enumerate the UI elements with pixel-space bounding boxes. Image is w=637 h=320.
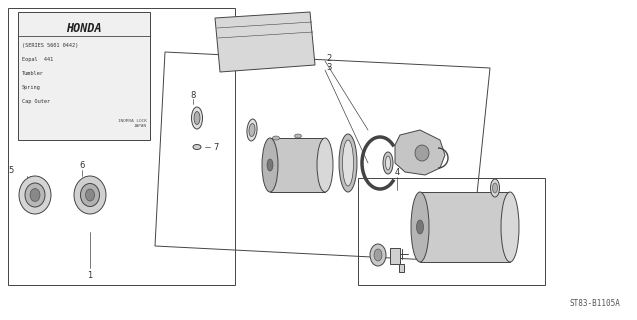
Ellipse shape: [370, 244, 386, 266]
Ellipse shape: [267, 159, 273, 171]
Ellipse shape: [294, 134, 301, 138]
Ellipse shape: [247, 119, 257, 141]
Ellipse shape: [262, 138, 278, 192]
Polygon shape: [399, 264, 404, 272]
Ellipse shape: [193, 145, 201, 149]
Text: 2: 2: [326, 53, 331, 62]
Text: 5: 5: [8, 165, 13, 174]
Ellipse shape: [385, 156, 390, 170]
Ellipse shape: [317, 138, 333, 192]
Ellipse shape: [411, 192, 429, 262]
Ellipse shape: [492, 183, 497, 193]
Ellipse shape: [339, 134, 357, 192]
Ellipse shape: [25, 183, 45, 207]
Text: (SERIES 5601 0442): (SERIES 5601 0442): [22, 43, 78, 47]
Ellipse shape: [415, 145, 429, 161]
Ellipse shape: [343, 140, 354, 186]
Ellipse shape: [85, 189, 94, 201]
Polygon shape: [390, 248, 400, 264]
Ellipse shape: [30, 188, 40, 202]
Ellipse shape: [192, 107, 203, 129]
Ellipse shape: [194, 111, 200, 124]
Ellipse shape: [273, 136, 280, 140]
Ellipse shape: [501, 192, 519, 262]
Ellipse shape: [417, 220, 424, 234]
Polygon shape: [395, 130, 445, 175]
Ellipse shape: [19, 176, 51, 214]
Text: 6: 6: [80, 161, 85, 170]
Text: 7: 7: [213, 142, 218, 151]
Ellipse shape: [374, 249, 382, 261]
Polygon shape: [420, 192, 510, 262]
Text: 4: 4: [394, 167, 399, 177]
Text: ST83-B1105A: ST83-B1105A: [569, 299, 620, 308]
Bar: [18, 12, 150, 140]
Polygon shape: [215, 12, 315, 72]
Polygon shape: [270, 138, 325, 192]
Ellipse shape: [490, 179, 499, 197]
Text: 8: 8: [190, 91, 196, 100]
Text: INOMRA LOCK
JAPAN: INOMRA LOCK JAPAN: [118, 119, 147, 128]
Ellipse shape: [80, 183, 99, 206]
Text: Eopal  441: Eopal 441: [22, 57, 54, 61]
Ellipse shape: [249, 124, 255, 137]
Text: 1: 1: [87, 270, 92, 279]
Text: 3: 3: [326, 62, 331, 71]
Ellipse shape: [74, 176, 106, 214]
Text: Tumbler: Tumbler: [22, 70, 44, 76]
Ellipse shape: [383, 152, 393, 174]
Text: HONDA: HONDA: [66, 21, 102, 35]
Text: Cap Outer: Cap Outer: [22, 99, 50, 103]
Text: Spring: Spring: [22, 84, 41, 90]
